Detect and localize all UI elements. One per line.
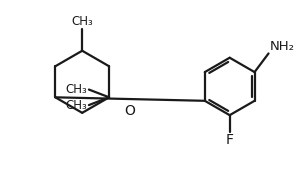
Text: NH₂: NH₂ (269, 40, 294, 53)
Text: O: O (125, 105, 136, 118)
Text: F: F (226, 133, 234, 147)
Text: CH₃: CH₃ (71, 15, 93, 28)
Text: CH₃: CH₃ (66, 99, 87, 112)
Text: CH₃: CH₃ (66, 83, 87, 96)
